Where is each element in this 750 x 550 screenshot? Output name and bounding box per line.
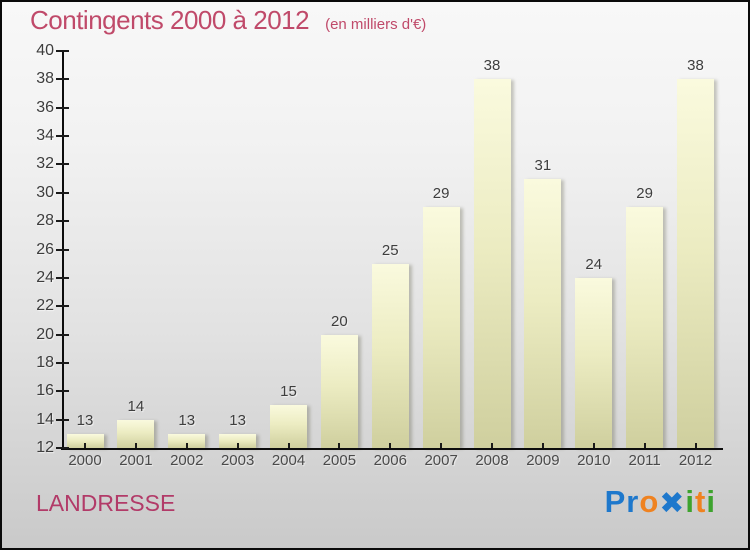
- y-tick: [56, 191, 69, 194]
- bar-value-label: 25: [381, 241, 399, 259]
- y-tick-label: 36: [36, 98, 54, 116]
- y-tick: [56, 50, 69, 52]
- chart-title: Contingents 2000 à 2012: [30, 5, 310, 35]
- x-tick-label: 2000: [68, 452, 102, 469]
- y-tick-label: 32: [36, 155, 54, 173]
- y-tick: [56, 276, 69, 279]
- y-tick: [56, 418, 69, 421]
- y-tick-label: 40: [36, 42, 54, 59]
- x-tick: [185, 443, 188, 448]
- x-tick-label: 2006: [373, 452, 407, 469]
- y-tick: [56, 248, 69, 251]
- chart-subtitle: (en milliers d'€): [325, 16, 427, 33]
- x-tick-label: 2012: [678, 452, 713, 469]
- x-tick-label: 2007: [424, 452, 458, 469]
- proxiti-logo: Pro✖iti: [604, 484, 716, 521]
- bar: [626, 206, 664, 448]
- x-axis: [61, 448, 723, 450]
- y-tick-label: 26: [36, 240, 54, 258]
- bar: [677, 79, 714, 448]
- bar: [66, 433, 104, 448]
- x-tick-label: 2008: [475, 452, 509, 469]
- y-tick-label: 30: [36, 183, 54, 201]
- y-tick: [56, 447, 69, 449]
- x-tick: [287, 443, 290, 448]
- x-tick: [134, 443, 137, 448]
- bar-value-label: 29: [636, 184, 653, 202]
- logo-letter: P: [604, 484, 627, 519]
- bar: [422, 206, 460, 448]
- x-tick-label: 2005: [322, 452, 357, 469]
- bar-value-label: 14: [127, 397, 145, 415]
- x-tick-label: 2009: [526, 452, 560, 469]
- logo-letter: o: [639, 484, 660, 519]
- y-tick: [56, 78, 69, 81]
- bar-value-label: 31: [534, 156, 552, 174]
- x-tick-label: 2002: [170, 452, 204, 469]
- x-tick: [84, 443, 86, 448]
- bar-value-label: 20: [331, 312, 348, 330]
- x-tick: [236, 443, 239, 448]
- x-tick-label: 2004: [271, 452, 306, 469]
- y-tick: [56, 163, 69, 166]
- bar-value-label: 13: [76, 411, 94, 429]
- logo-letter: r: [626, 484, 640, 519]
- y-tick-label: 28: [36, 212, 54, 230]
- bar: [473, 79, 511, 448]
- y-tick: [56, 361, 69, 364]
- x-tick-label: 2011: [628, 452, 661, 469]
- bar: [524, 178, 562, 448]
- bar-value-label: 38: [687, 57, 704, 75]
- bar-value-label: 38: [483, 57, 501, 75]
- y-tick-label: 16: [36, 382, 54, 400]
- bar-value-label: 29: [432, 184, 450, 202]
- x-tick: [694, 443, 697, 448]
- bar-value-label: 13: [229, 411, 246, 429]
- y-tick: [56, 135, 69, 138]
- y-tick: [56, 333, 69, 336]
- logo-letter: i: [685, 484, 696, 519]
- logo-letter: t: [695, 484, 707, 519]
- x-tick: [541, 443, 544, 448]
- x-tick-label: 2001: [119, 452, 153, 469]
- bar: [320, 334, 358, 448]
- x-tick-label: 2003: [220, 452, 255, 469]
- y-tick: [56, 305, 69, 308]
- x-tick-label: 2010: [577, 452, 611, 469]
- x-tick: [491, 443, 493, 448]
- logo-letter: i: [706, 484, 716, 519]
- bar: [270, 405, 307, 448]
- chart-header: Contingents 2000 à 2012 (en milliers d'€…: [30, 5, 426, 36]
- y-tick-label: 22: [36, 297, 54, 315]
- x-tick: [440, 443, 443, 448]
- bar-value-label: 13: [178, 411, 196, 429]
- bar-value-label: 24: [585, 255, 603, 273]
- bar: [219, 433, 257, 448]
- y-tick: [56, 390, 69, 393]
- x-tick: [643, 443, 646, 448]
- y-tick-label: 38: [36, 70, 54, 88]
- y-tick: [56, 106, 69, 109]
- y-tick-label: 20: [36, 325, 54, 343]
- y-tick: [56, 220, 69, 223]
- y-tick-label: 34: [36, 127, 54, 145]
- y-tick-label: 18: [36, 353, 54, 371]
- bar: [371, 263, 409, 448]
- bar: [168, 433, 206, 448]
- place-name-label: LANDRESSE: [36, 490, 176, 516]
- y-tick-label: 14: [36, 410, 54, 428]
- x-tick: [389, 443, 392, 448]
- bar-value-label: 15: [280, 383, 297, 401]
- y-tick-label: 24: [36, 268, 54, 286]
- bar: [575, 277, 613, 448]
- x-tick: [338, 443, 341, 448]
- logo-x-icon: ✖: [659, 486, 686, 521]
- x-tick: [592, 443, 595, 448]
- y-tick-label: 12: [36, 439, 54, 456]
